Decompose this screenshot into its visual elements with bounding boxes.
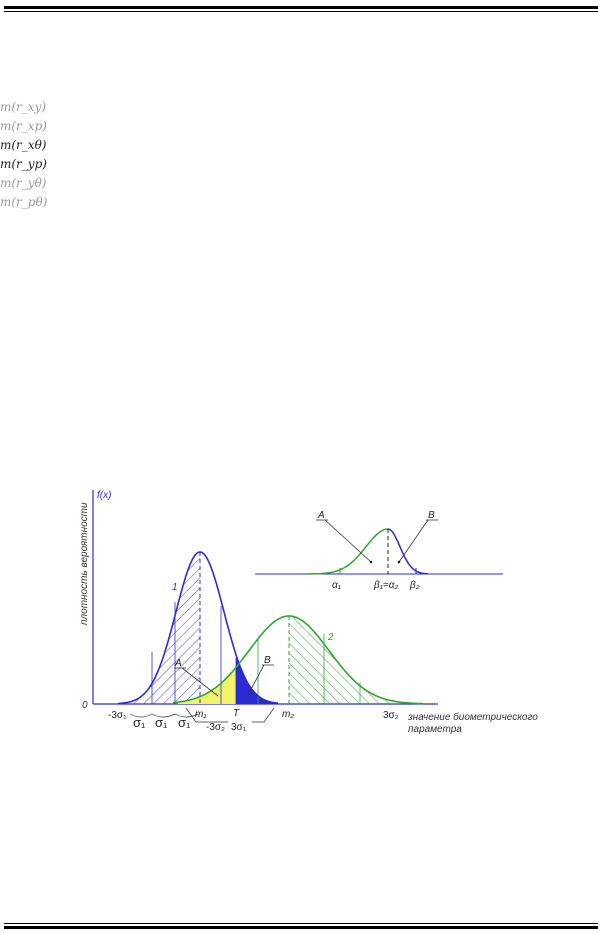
formula-list: m(r_xy) m(r_xp) m(r_xθ) m(r_yp) m(r_yθ) … <box>0 98 60 212</box>
tick-label: -3σ₂ <box>206 722 225 733</box>
tick-label: m₂ <box>282 709 294 720</box>
inset-beta1-alpha2: β₁=α₂ <box>373 580 398 591</box>
y-axis-label: плотность вероятности <box>79 502 90 625</box>
tick-label: T <box>233 708 240 719</box>
formula-item: m(r_yθ) <box>0 176 47 190</box>
curve2-hatch <box>289 616 398 704</box>
inset-curve-blue <box>387 528 428 575</box>
inset-alpha1: α₁ <box>332 580 341 591</box>
inset-diagram: A B α₁ β₁=α₂ β₂ <box>255 510 503 591</box>
tick-label: σ₁ <box>133 715 146 730</box>
region-a-fill <box>178 667 236 704</box>
formula-item: m(r_xy) <box>0 100 47 114</box>
callout-line <box>398 519 429 563</box>
tick-label: σ₁ <box>178 715 191 730</box>
sigma-brace <box>129 713 199 718</box>
origin-label: 0 <box>82 700 88 711</box>
curve-2 <box>172 615 423 705</box>
x-axis-label-line1: значение биометрического <box>407 711 538 723</box>
formula-item: m(r_xθ) <box>0 138 47 152</box>
tick-label: m₁ <box>195 709 206 720</box>
callout-line <box>252 707 275 723</box>
callout-line <box>185 707 228 723</box>
callout-line <box>324 519 372 563</box>
inset-beta2: β₂ <box>409 580 420 591</box>
inset-a-label: A <box>317 510 325 521</box>
header-rule-thin <box>4 11 598 12</box>
distribution-figure: f(x) плотность вероятности 0 1 2 A B -3σ… <box>78 482 568 744</box>
inset-b-label: B <box>428 510 435 521</box>
header-rule-thick <box>4 6 598 9</box>
y-axis-name: f(x) <box>97 490 111 501</box>
callout-dot <box>369 560 373 564</box>
tick-label: 3σ₁ <box>231 722 247 733</box>
inset-curve-green <box>305 528 388 575</box>
curve2-label: 2 <box>327 632 334 643</box>
footer-rule-thin <box>4 923 598 924</box>
callout-line <box>247 664 265 696</box>
footer-rule-thick <box>4 926 598 929</box>
x-axis-label-line2: параметра <box>408 724 462 735</box>
tick-label: 3σ₂ <box>383 710 399 721</box>
tick-label: σ₁ <box>155 715 168 730</box>
callout-dot <box>397 560 401 564</box>
formula-item: m(r_pθ) <box>0 195 48 209</box>
curve1-label: 1 <box>172 582 178 593</box>
region-b-fill <box>236 654 274 704</box>
region-a-label: A <box>174 658 182 669</box>
tick-label: -3σ₁ <box>108 710 127 721</box>
region-b-label: B <box>264 655 271 666</box>
callout-line <box>181 667 219 697</box>
formula-item: m(r_xp) <box>0 119 47 133</box>
distribution-diagram: f(x) плотность вероятности 0 1 2 A B -3σ… <box>79 490 538 735</box>
formula-item: m(r_yp) <box>0 157 47 171</box>
